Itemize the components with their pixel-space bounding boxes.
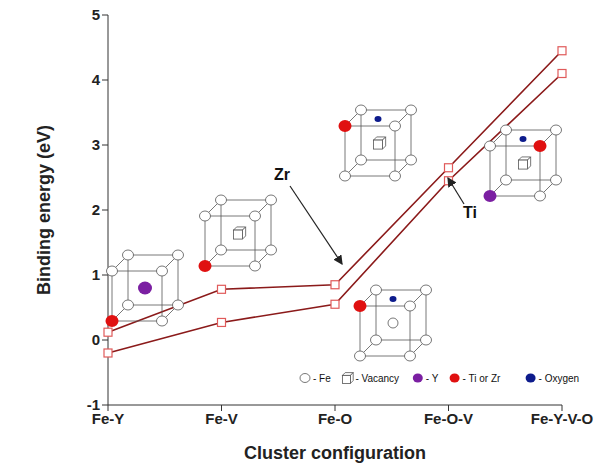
svg-text:Fe-O-V: Fe-O-V: [424, 410, 473, 427]
svg-text:Fe-Y-V-O: Fe-Y-V-O: [531, 410, 594, 427]
svg-text:- Oxygen: - Oxygen: [539, 373, 580, 384]
svg-text:Ti: Ti: [463, 204, 477, 221]
svg-text:- Fe: - Fe: [313, 373, 331, 384]
svg-text:5: 5: [92, 6, 100, 23]
svg-text:- Vacancy: - Vacancy: [355, 373, 399, 384]
svg-text:3: 3: [92, 136, 100, 153]
svg-text:Fe-Y: Fe-Y: [91, 409, 125, 427]
svg-text:Fe-O: Fe-O: [318, 410, 353, 427]
svg-text:0: 0: [92, 331, 100, 348]
svg-text:Zr: Zr: [274, 166, 290, 183]
svg-text:- Ti or Zr: - Ti or Zr: [463, 373, 501, 384]
svg-text:1: 1: [92, 266, 100, 283]
svg-text:-1: -1: [87, 396, 100, 413]
svg-text:Fe-V: Fe-V: [205, 410, 238, 427]
svg-text:2: 2: [92, 201, 100, 218]
svg-text:Binding energy (eV): Binding energy (eV): [34, 125, 54, 295]
svg-text:4: 4: [92, 71, 101, 88]
svg-text:- Y: - Y: [426, 373, 439, 384]
svg-text:Cluster configuration: Cluster configuration: [244, 443, 426, 463]
